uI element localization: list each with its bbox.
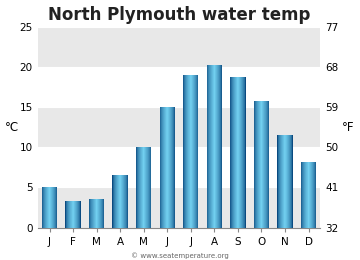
Bar	[38, 187, 320, 228]
Y-axis label: °C: °C	[5, 121, 19, 134]
Y-axis label: °F: °F	[342, 121, 355, 134]
Bar	[38, 27, 320, 67]
Text: © www.seatemperature.org: © www.seatemperature.org	[131, 252, 229, 259]
Bar	[38, 107, 320, 147]
Title: North Plymouth water temp: North Plymouth water temp	[48, 5, 310, 24]
